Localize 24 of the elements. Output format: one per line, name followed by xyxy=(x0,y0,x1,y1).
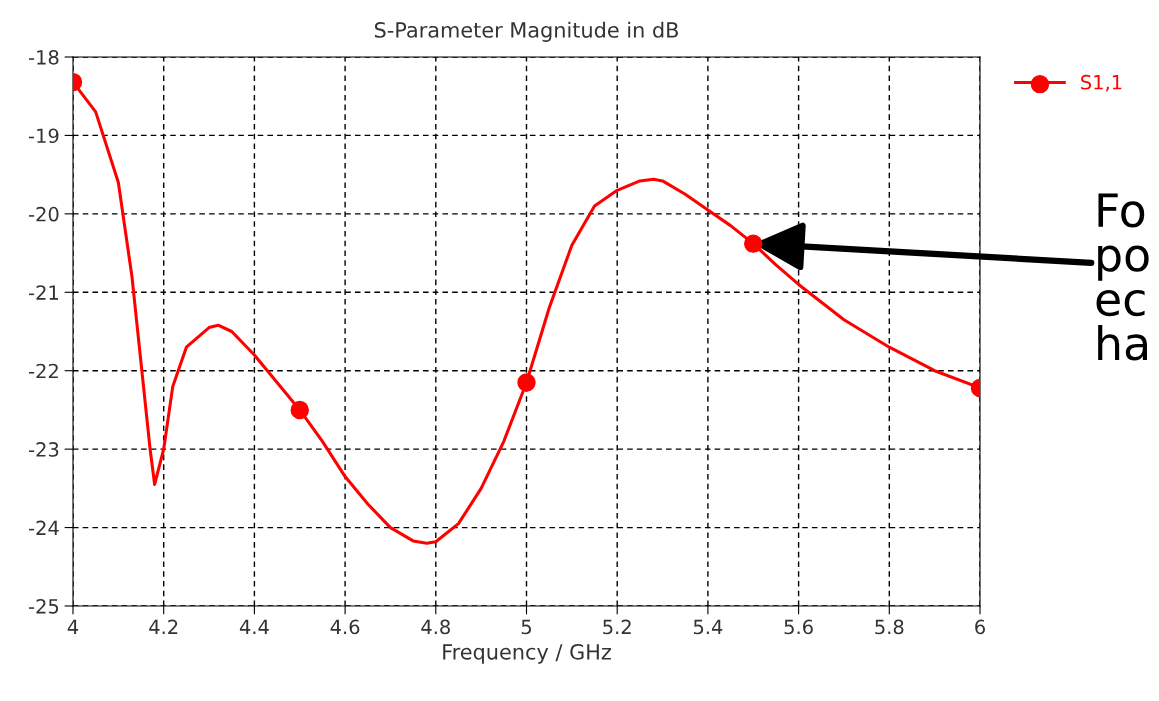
x-tick-label: 5.2 xyxy=(603,619,631,635)
x-tick-label: 6 xyxy=(975,619,985,635)
x-tick-label: 4.8 xyxy=(421,619,450,635)
x-axis-title: Frequency / GHz xyxy=(443,643,611,664)
x-tick-label: 4.6 xyxy=(330,619,360,635)
x-tick-label: 4.2 xyxy=(149,619,178,634)
x-tick-label: 5.8 xyxy=(875,619,904,635)
y-tick-label: -21 xyxy=(29,285,59,300)
y-tick-label: -23 xyxy=(29,442,59,457)
y-tick-label: -19 xyxy=(29,128,59,144)
y-tick-label: -25 xyxy=(29,598,59,614)
y-tick-label: -24 xyxy=(29,520,59,535)
x-tick-label: 5 xyxy=(521,619,531,635)
legend-label: S1,1 xyxy=(1081,74,1122,92)
x-tick-label: 4 xyxy=(67,619,79,634)
x-tick-label: 5.6 xyxy=(784,619,813,635)
y-tick-label: -20 xyxy=(29,206,59,222)
y-tick-label: -22 xyxy=(29,363,58,379)
point xyxy=(517,373,536,392)
annotation: Fo po ec ha xyxy=(1096,193,1149,361)
x-tick-label: 4.4 xyxy=(239,619,269,634)
x-tick-label: 5.4 xyxy=(693,619,723,635)
chart-title: S-Parameter Magnitude in dB xyxy=(374,21,678,42)
y-tick-label: -18 xyxy=(29,49,59,65)
